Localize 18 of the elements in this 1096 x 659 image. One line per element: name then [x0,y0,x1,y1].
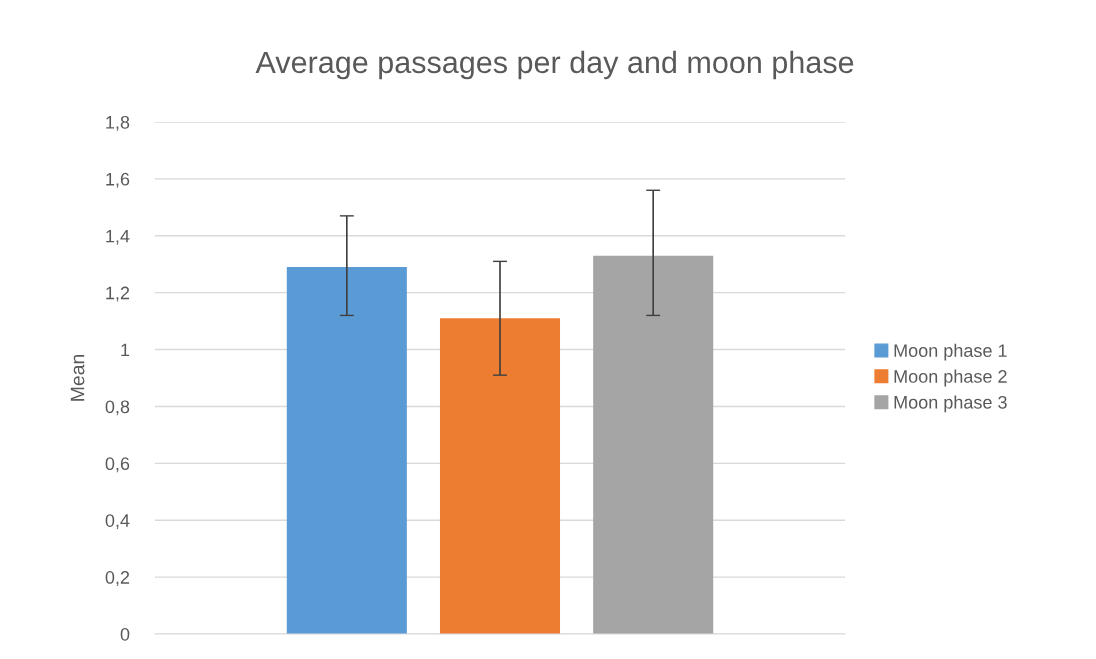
y-tick-label: 0,2 [105,571,130,586]
y-tick-label: 1 [121,343,130,357]
y-tick-label: 1,6 [106,172,130,188]
y-tick-label: 1,8 [106,115,130,131]
y-tick-label: 0,6 [105,457,130,473]
y-tick-label: 1,2 [106,286,130,302]
y-tick-label: 0,4 [105,514,130,530]
y-tick-label: 0,8 [105,400,130,416]
legend-label: Moon phase 3 [894,395,1007,413]
bar [593,255,714,634]
legend-label: Moon phase 1 [894,343,1007,361]
bar [439,318,561,634]
bar [286,267,407,634]
y-tick-label: 1,4 [106,229,130,245]
y-tick-label: 0 [120,627,130,641]
legend-label: Moon phase 2 [894,369,1007,387]
chart-title: Average passages per day and moon phase [255,50,854,80]
y-axis-title: Mean [70,354,85,401]
